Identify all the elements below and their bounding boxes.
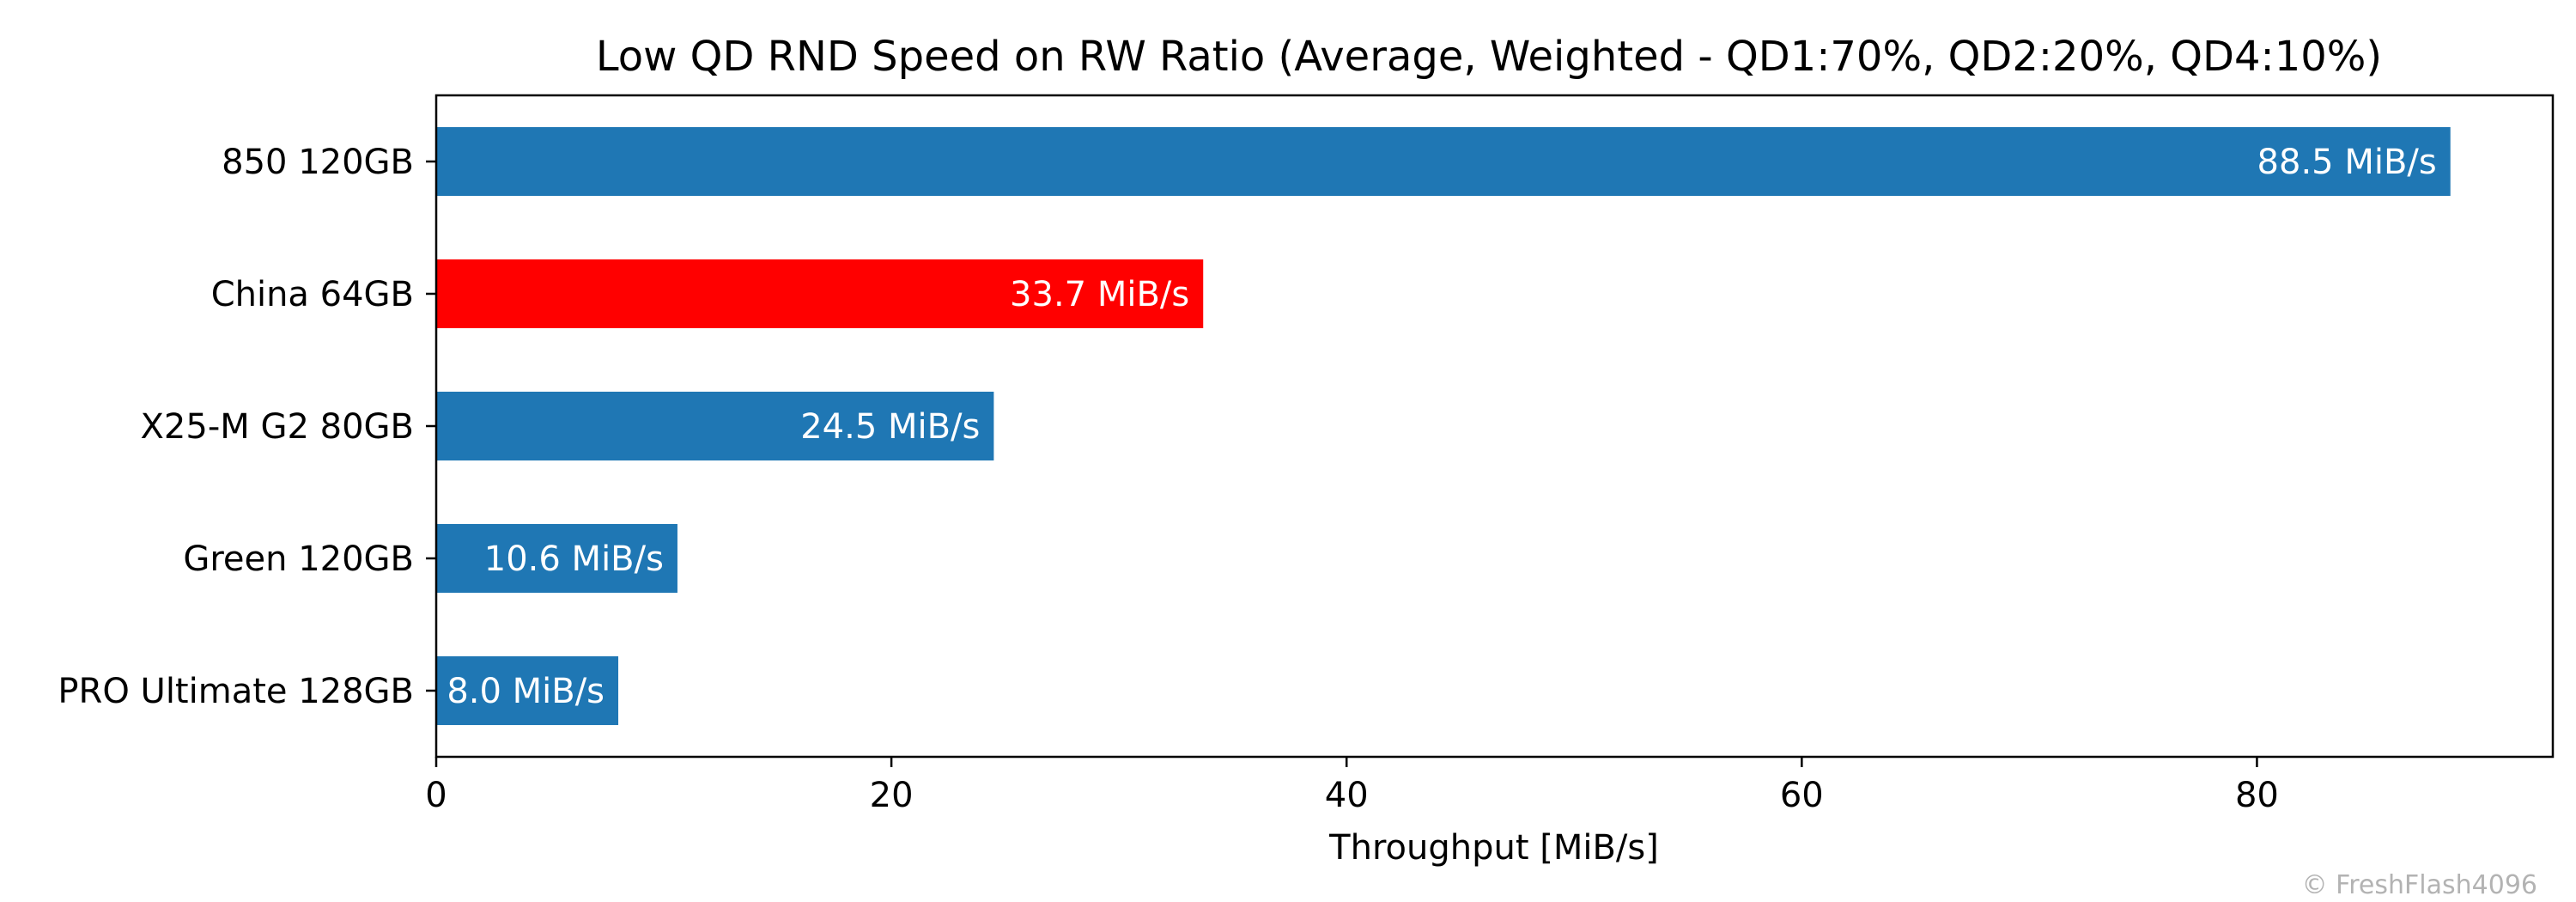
bar-value-label: 88.5 MiB/s: [2257, 143, 2437, 182]
bar-value-label: 33.7 MiB/s: [1010, 275, 1189, 314]
y-tick-label: PRO Ultimate 128GB: [58, 672, 414, 711]
watermark: © FreshFlash4096: [2302, 870, 2537, 900]
bar: [436, 655, 619, 726]
x-tick-label: 20: [870, 776, 914, 815]
plot-frame: [434, 94, 2555, 759]
x-tick-label: 40: [1325, 776, 1369, 815]
bar: [436, 391, 994, 461]
bar: [436, 523, 677, 594]
y-tick-label: 850 120GB: [222, 143, 414, 182]
bar-value-label: 8.0 MiB/s: [447, 672, 605, 711]
bars-group: 88.5 MiB/s 33.7 MiB/s 24.5 MiB/s 10.6 MiB/s…: [436, 126, 2451, 726]
bar: [436, 126, 2451, 197]
x-axis-label: Throughput [MiB/s]: [1328, 828, 1659, 868]
x-tick-label: 80: [2235, 776, 2279, 815]
x-ticks: 0 20 40 60 80: [425, 757, 2279, 815]
y-tick-labels: 850 120GB China 64GB X25-M G2 80GB Green 12…: [58, 143, 436, 711]
chart-title: Low QD RND Speed on RW Ratio (Average, W…: [596, 33, 2382, 81]
y-tick-label: Green 120GB: [183, 539, 414, 579]
bar: [436, 259, 1204, 329]
y-tick-label: China 64GB: [211, 275, 414, 314]
bar-value-label: 10.6 MiB/s: [484, 539, 664, 579]
bar-value-label: 24.5 MiB/s: [800, 407, 980, 447]
x-tick-label: 0: [425, 776, 447, 815]
y-tick-label: X25-M G2 80GB: [141, 407, 414, 447]
x-tick-label: 60: [1780, 776, 1824, 815]
